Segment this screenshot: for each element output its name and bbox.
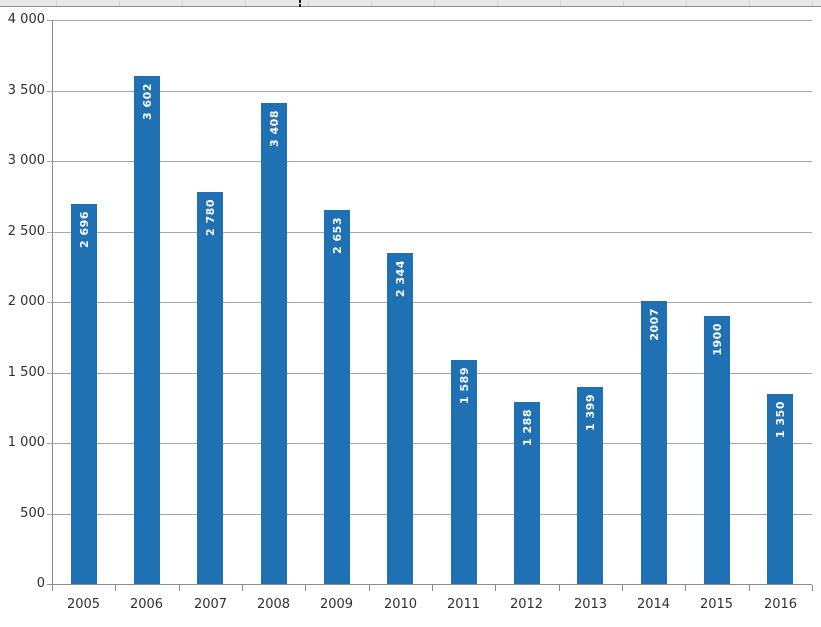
x-axis-tick (115, 585, 116, 591)
x-axis-tick (242, 585, 243, 591)
bar-value-label-2015: 1900 (710, 323, 724, 356)
x-axis-line (47, 584, 812, 585)
bar-2006[interactable]: 3 602 (134, 76, 160, 584)
gridline-4000 (47, 20, 812, 21)
x-axis-tick (685, 585, 686, 591)
bar-value-label-2012: 1 288 (520, 409, 534, 446)
x-axis-label-2011: 2011 (446, 597, 481, 612)
gridline-2000 (47, 302, 812, 303)
x-axis-label-2012: 2012 (509, 597, 544, 612)
bar-2015[interactable]: 1900 (704, 316, 730, 584)
y-axis-label-0: 0 (36, 576, 45, 591)
y-axis-line (52, 20, 53, 584)
x-axis-label-2008: 2008 (256, 597, 291, 612)
x-axis-tick (305, 585, 306, 591)
bar-2010[interactable]: 2 344 (387, 253, 413, 584)
bar-2014[interactable]: 2007 (641, 301, 667, 584)
x-axis-label-2006: 2006 (129, 597, 164, 612)
x-axis-label-2016: 2016 (763, 597, 798, 612)
x-axis-label-2007: 2007 (193, 597, 228, 612)
bar-2005[interactable]: 2 696 (71, 204, 97, 584)
y-axis-label-3000: 3 000 (7, 153, 45, 168)
x-axis-tick (749, 585, 750, 591)
bar-2016[interactable]: 1 350 (767, 394, 793, 584)
x-axis-tick (622, 585, 623, 591)
worksheet-row-strip (0, 0, 821, 7)
x-axis-label-2014: 2014 (636, 597, 671, 612)
bar-2009[interactable]: 2 653 (324, 210, 350, 584)
gridline-1000 (47, 443, 812, 444)
x-axis-tick (52, 585, 53, 591)
y-axis-label-2000: 2 000 (7, 294, 45, 309)
bar-2013[interactable]: 1 399 (577, 387, 603, 584)
bar-2012[interactable]: 1 288 (514, 402, 540, 584)
chart-selection-dash (299, 0, 301, 3)
x-axis-tick (495, 585, 496, 591)
gridline-3500 (47, 91, 812, 92)
x-axis-label-2010: 2010 (383, 597, 418, 612)
y-axis-label-1000: 1 000 (7, 435, 45, 450)
chart-selection-dash (299, 4, 301, 7)
bar-value-label-2007: 2 780 (203, 199, 217, 236)
bar-value-label-2011: 1 589 (457, 367, 471, 404)
bar-value-label-2009: 2 653 (330, 217, 344, 254)
bar-value-label-2005: 2 696 (77, 211, 91, 248)
x-axis-label-2005: 2005 (66, 597, 101, 612)
bar-value-label-2013: 1 399 (583, 394, 597, 431)
y-axis-label-2500: 2 500 (7, 224, 45, 239)
x-axis-label-2013: 2013 (573, 597, 608, 612)
bar-value-label-2006: 3 602 (140, 83, 154, 120)
gridline-500 (47, 514, 812, 515)
y-axis-label-4000: 4 000 (7, 12, 45, 27)
x-axis-tick (812, 585, 813, 591)
bar-2007[interactable]: 2 780 (197, 192, 223, 584)
y-axis-label-3500: 3 500 (7, 83, 45, 98)
gridline-1500 (47, 373, 812, 374)
bar-value-label-2016: 1 350 (773, 401, 787, 438)
y-axis-label-1500: 1 500 (7, 365, 45, 380)
x-axis-label-2009: 2009 (319, 597, 354, 612)
gridline-2500 (47, 232, 812, 233)
bar-2011[interactable]: 1 589 (451, 360, 477, 584)
gridline-3000 (47, 161, 812, 162)
x-axis-tick (432, 585, 433, 591)
bar-value-label-2010: 2 344 (393, 260, 407, 297)
bar-2008[interactable]: 3 408 (261, 103, 287, 584)
x-axis-tick (179, 585, 180, 591)
bar-value-label-2008: 3 408 (267, 110, 281, 147)
y-axis-label-500: 500 (20, 506, 45, 521)
x-axis-label-2015: 2015 (699, 597, 734, 612)
bar-value-label-2014: 2007 (647, 308, 661, 341)
x-axis-tick (559, 585, 560, 591)
x-axis-tick (369, 585, 370, 591)
